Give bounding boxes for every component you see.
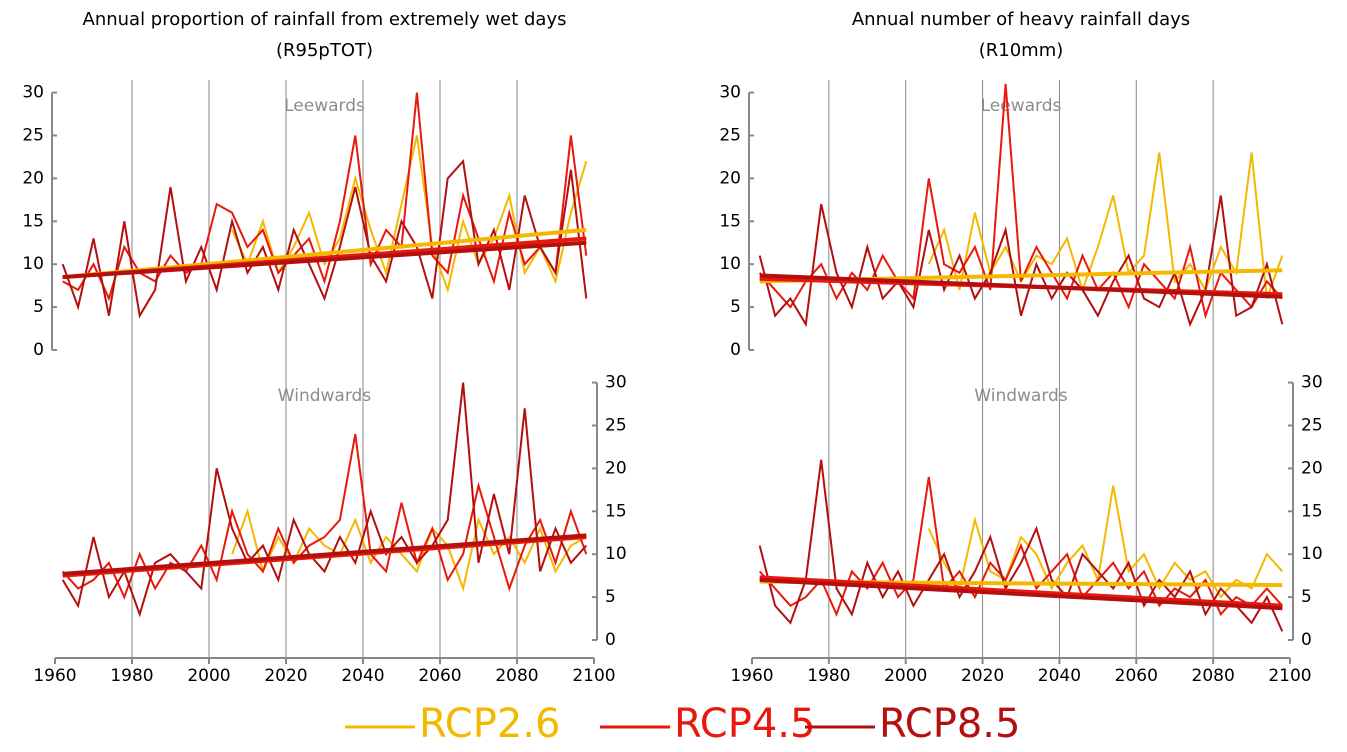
x-tick-label: 2060 [418, 666, 461, 686]
x-tick-label: 2100 [572, 666, 615, 686]
x-tick-label: 2000 [884, 666, 927, 686]
x-tick-label: 2020 [264, 666, 307, 686]
series-line [62, 92, 588, 302]
y-tick-label: 15 [1301, 501, 1323, 521]
legend-label: RCP2.6 [419, 701, 560, 747]
chart-subtitle: (R95pTOT) [276, 40, 373, 61]
y-tick-label: 30 [1301, 373, 1323, 393]
panel-label: Leewards [284, 96, 365, 116]
y-tick-label: 10 [1301, 544, 1323, 564]
series-line [758, 195, 1284, 328]
y-tick-label: 15 [605, 501, 627, 521]
series-line [927, 485, 1284, 599]
y-tick-label: 20 [1301, 458, 1323, 478]
panel-label: Windwards [974, 386, 1068, 406]
y-tick-label: 25 [22, 125, 44, 145]
y-tick-label: 5 [1301, 587, 1312, 607]
y-tick-label: 20 [719, 168, 741, 188]
x-tick-label: 1980 [110, 666, 153, 686]
trend-line [62, 533, 587, 576]
y-tick-label: 5 [605, 587, 616, 607]
y-tick-label: 20 [605, 458, 627, 478]
y-tick-label: 25 [719, 125, 741, 145]
y-tick-label: 15 [22, 211, 44, 231]
chart-title: Annual proportion of rainfall from extre… [83, 9, 567, 30]
y-tick-label: 10 [719, 254, 741, 274]
chart-title: Annual number of heavy rainfall days [852, 9, 1190, 30]
x-tick-label: 2060 [1115, 666, 1158, 686]
chart-subtitle: (R10mm) [979, 40, 1064, 61]
panel-label: Leewards [981, 96, 1062, 116]
x-tick-label: 1960 [730, 666, 773, 686]
x-tick-label: 2100 [1268, 666, 1311, 686]
x-tick-label: 2080 [1192, 666, 1235, 686]
legend-label: RCP8.5 [879, 701, 1020, 747]
y-tick-label: 25 [1301, 415, 1323, 435]
legend-label: RCP4.5 [674, 701, 815, 747]
x-tick-label: 2080 [495, 666, 538, 686]
y-tick-label: 15 [719, 211, 741, 231]
x-tick-label: 1980 [807, 666, 850, 686]
y-tick-label: 20 [22, 168, 44, 188]
y-tick-label: 0 [605, 630, 616, 650]
y-tick-label: 0 [33, 340, 44, 360]
y-tick-label: 30 [22, 83, 44, 103]
y-tick-label: 25 [605, 415, 627, 435]
x-tick-label: 2020 [961, 666, 1004, 686]
y-tick-label: 0 [730, 340, 741, 360]
trend-line [759, 575, 1283, 608]
y-tick-label: 30 [719, 83, 741, 103]
y-tick-label: 5 [730, 297, 741, 317]
y-tick-label: 10 [605, 544, 627, 564]
x-tick-label: 2000 [187, 666, 230, 686]
y-tick-label: 10 [22, 254, 44, 274]
trend-line [62, 240, 587, 280]
x-tick-label: 2040 [341, 666, 384, 686]
y-tick-label: 0 [1301, 630, 1312, 650]
y-tick-label: 5 [33, 297, 44, 317]
y-tick-label: 30 [605, 373, 627, 393]
trend-line [759, 577, 1283, 611]
series-line [61, 382, 588, 618]
x-tick-label: 2040 [1038, 666, 1081, 686]
series-line [927, 152, 1284, 299]
panel-label: Windwards [278, 386, 372, 406]
trend-line [759, 273, 1283, 299]
x-tick-label: 1960 [33, 666, 76, 686]
